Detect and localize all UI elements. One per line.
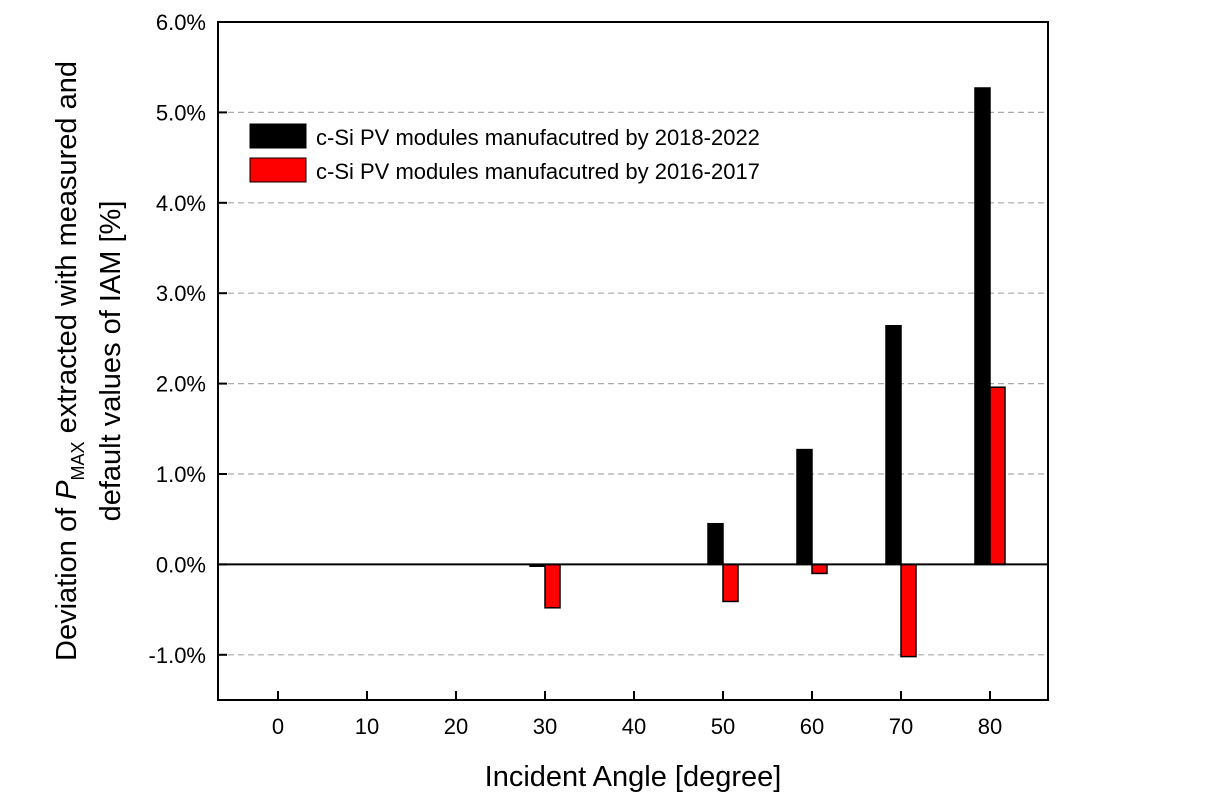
- y-axis-label: Deviation of PMAX extracted with measure…: [51, 61, 127, 661]
- y-label-prefix: Deviation of: [51, 500, 83, 661]
- y-tick-label: 3.0%: [156, 281, 206, 306]
- x-tick-label: 80: [978, 714, 1002, 739]
- x-tick-label: 0: [272, 714, 284, 739]
- bar-2018-2022-50: [707, 522, 724, 566]
- legend-swatch-2016-2017: [249, 157, 307, 183]
- x-tick-label: 30: [533, 714, 557, 739]
- plot-frame: [217, 21, 1049, 701]
- y-axis-ticks: -1.0% 0.0% 1.0% 2.0% 3.0% 4.0% 5.0% 6.0%: [149, 10, 227, 668]
- bar-2018-2022-70: [885, 324, 902, 566]
- bar-2016-2017-60: [811, 563, 828, 575]
- x-axis-label: Incident Angle [degree]: [485, 761, 782, 793]
- x-tick-label: 40: [622, 714, 646, 739]
- legend: c-Si PV modules manufacutred by 2018-202…: [249, 123, 760, 184]
- y-tick-label: 0.0%: [156, 552, 206, 577]
- x-axis-ticks: 0 10 20 30 40 50 60 70 80: [272, 691, 1002, 739]
- x-tick-label: 50: [711, 714, 735, 739]
- bar-2016-2017-80: [989, 386, 1006, 566]
- bar-2016-2017-70: [900, 563, 917, 658]
- y-label-subscript: MAX: [68, 441, 88, 480]
- y-tick-label: 6.0%: [156, 10, 206, 35]
- y-tick-label: 1.0%: [156, 462, 206, 487]
- y-tick-label: -1.0%: [149, 643, 206, 668]
- y-tick-label: 4.0%: [156, 191, 206, 216]
- y-tick-label: 2.0%: [156, 372, 206, 397]
- y-label-symbol: P: [51, 480, 83, 500]
- svg-text:Deviation of PMAX extracted wi: Deviation of PMAX extracted with measure…: [51, 61, 88, 661]
- y-label-line2: default values of IAM [%]: [95, 201, 127, 522]
- bar-2018-2022-80: [974, 87, 991, 566]
- x-tick-label: 10: [355, 714, 379, 739]
- x-tick-label: 70: [889, 714, 913, 739]
- legend-swatch-2018-2022: [249, 123, 307, 149]
- bar-2016-2017-50: [722, 563, 739, 603]
- bar-2018-2022-60: [796, 448, 813, 566]
- legend-label-2018-2022: c-Si PV modules manufacutred by 2018-202…: [316, 125, 760, 150]
- x-tick-label: 20: [444, 714, 468, 739]
- y-label-suffix: extracted with measured and: [51, 61, 83, 441]
- bar-2016-2017-30: [544, 563, 561, 609]
- legend-label-2016-2017: c-Si PV modules manufacutred by 2016-201…: [316, 159, 760, 184]
- x-tick-label: 60: [800, 714, 824, 739]
- grid-lines: [218, 111, 1048, 656]
- y-tick-label: 5.0%: [156, 100, 206, 125]
